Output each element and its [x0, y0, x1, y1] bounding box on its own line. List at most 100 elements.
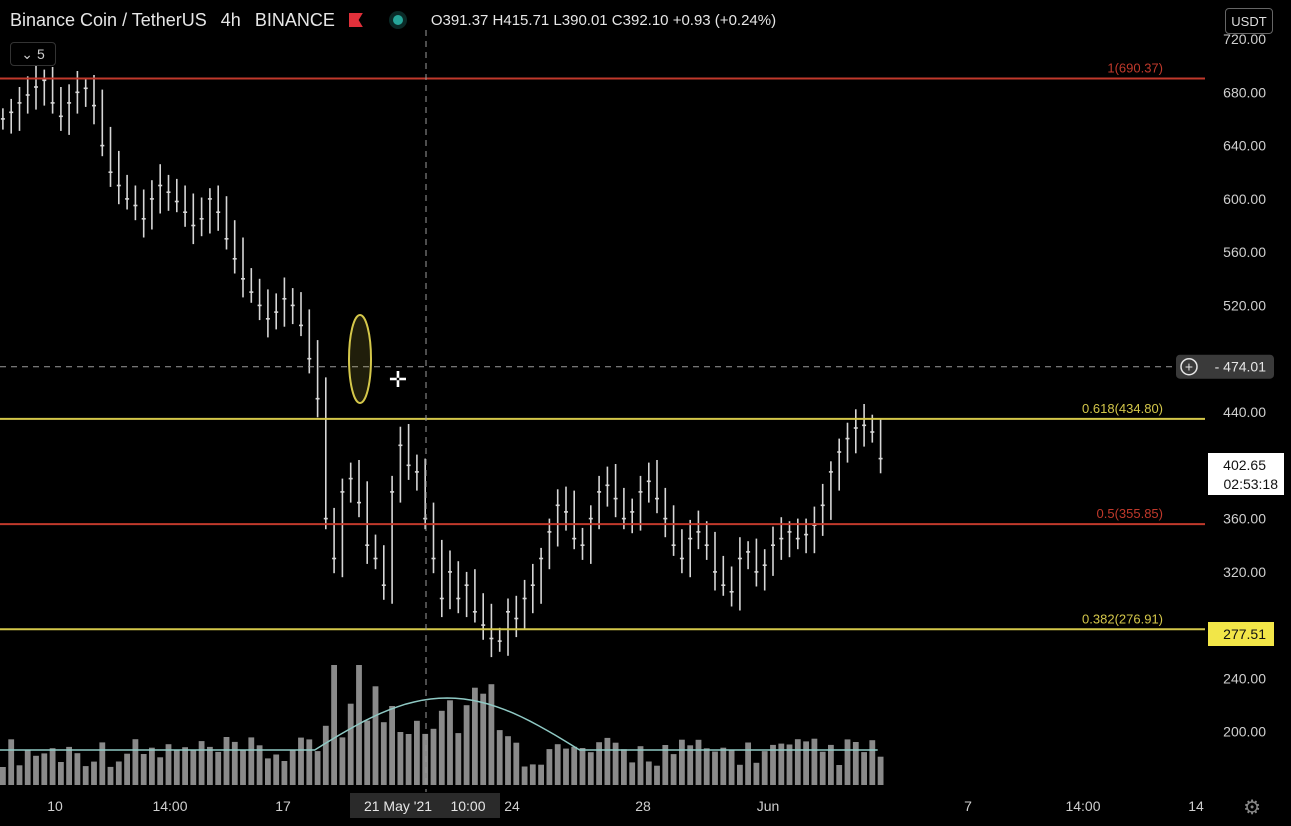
volume-bar: [91, 761, 97, 785]
volume-bar: [16, 765, 23, 785]
volume-bar: [0, 767, 6, 785]
volume-bar: [645, 761, 652, 785]
volume-bar: [33, 755, 39, 785]
last-price-box: [1208, 453, 1284, 495]
volume-bar: [306, 739, 313, 785]
volume-ma-line: [0, 697, 878, 751]
x-tick-label: 24: [504, 798, 520, 814]
volume-bar: [256, 745, 263, 785]
volume-bar: [637, 746, 644, 785]
volume-bar: [670, 754, 677, 785]
cursor-icon: ✛: [389, 367, 407, 392]
chevron-down-icon: ⌄: [21, 45, 33, 62]
y-tick-label: 520.00: [1223, 297, 1266, 313]
volume-bar: [198, 741, 205, 785]
volume-bar: [745, 742, 751, 785]
volume-bar: [240, 749, 246, 785]
volume-bar: [322, 725, 329, 785]
volume-bar: [380, 722, 387, 785]
volume-bar: [207, 746, 213, 785]
volume-bar: [49, 748, 56, 785]
volume-bar: [753, 762, 760, 785]
volume-bar: [513, 742, 520, 785]
x-tick-label: 14:00: [1065, 798, 1100, 814]
gear-icon[interactable]: ⚙: [1243, 797, 1261, 819]
x-tick-label: 28: [635, 798, 651, 814]
currency-label[interactable]: USDT: [1225, 8, 1273, 34]
volume-bar: [596, 742, 602, 785]
volume-bar: [869, 740, 876, 785]
volume-bar: [836, 765, 843, 785]
y-tick-label: 680.00: [1223, 84, 1266, 100]
y-tick-label: 360.00: [1223, 511, 1266, 527]
indicators-toggle[interactable]: ⌄ 5: [10, 42, 56, 66]
volume-bar: [679, 739, 685, 785]
market-status-icon: [392, 15, 403, 25]
chart-header: Binance Coin / TetherUS 4h BINANCE O391.…: [10, 6, 776, 34]
y-tick-label: 640.00: [1223, 138, 1266, 154]
volume-bar: [472, 687, 478, 785]
volume-bar: [405, 734, 412, 785]
volume-bar: [124, 753, 130, 785]
volume-bar: [314, 751, 321, 785]
volume-bar: [140, 754, 147, 785]
volume-bar: [8, 739, 15, 785]
crosshair-price-badge[interactable]: [1176, 354, 1274, 379]
add-alert-icon[interactable]: [1180, 357, 1198, 376]
volume-bar: [505, 736, 511, 785]
crosshair-date: 21 May '21: [364, 798, 432, 814]
volume-bar: [389, 706, 395, 785]
volume-bar: [66, 746, 72, 785]
volume-bar: [455, 733, 462, 785]
volume-bar: [364, 720, 371, 785]
volume-bar: [828, 744, 834, 785]
y-tick-label: 600.00: [1223, 191, 1266, 207]
volume-bar: [273, 754, 280, 785]
volume-bar: [107, 766, 114, 785]
fib-level-label: 0.382(276.91): [1082, 611, 1163, 626]
volume-bar: [852, 742, 859, 785]
candle-countdown: 02:53:18: [1224, 476, 1279, 492]
highlight-ellipse: [348, 314, 372, 404]
volume-bar: [811, 738, 818, 785]
volume-bar: [58, 762, 64, 785]
volume-bar: [422, 733, 429, 785]
volume-bar: [149, 747, 155, 785]
volume-bar: [728, 750, 735, 785]
volume-bar: [538, 764, 544, 785]
last-price: 402.65: [1223, 457, 1266, 473]
volume-bar: [654, 765, 660, 785]
volume-bar: [397, 732, 404, 785]
volume-bar: [737, 764, 743, 785]
volume-bar: [430, 728, 437, 785]
indicator-count: 5: [36, 46, 45, 62]
volume-bar: [662, 745, 669, 785]
flag-icon[interactable]: [348, 13, 363, 27]
volume-bar: [496, 730, 503, 785]
volume-bar: [587, 752, 594, 785]
volume-bar: [844, 739, 851, 785]
volume-bar: [695, 739, 702, 785]
volume-bar: [298, 737, 304, 785]
plus-icon: +: [1185, 359, 1193, 375]
volume-bar: [182, 747, 188, 785]
volume-bar: [770, 744, 776, 785]
interval-label[interactable]: 4h: [220, 9, 241, 30]
volume-bar: [356, 665, 362, 785]
volume-bar: [803, 741, 809, 785]
highlight-price: 277.51: [1223, 626, 1266, 642]
fib-level-label: 0.5(355.85): [1097, 506, 1164, 521]
volume-bar: [571, 746, 578, 785]
x-tick-label: 14:00: [152, 798, 187, 814]
volume-bar: [339, 737, 346, 785]
volume-bar: [554, 744, 561, 785]
volume-bar: [712, 751, 718, 785]
volume-bar: [248, 737, 255, 785]
volume-bar: [546, 749, 553, 785]
symbol-title[interactable]: Binance Coin / TetherUS: [10, 9, 207, 30]
volume-bar: [488, 684, 495, 785]
y-tick-label: 240.00: [1223, 670, 1266, 686]
y-tick-label: 200.00: [1223, 724, 1266, 740]
volume-bar: [190, 749, 197, 785]
